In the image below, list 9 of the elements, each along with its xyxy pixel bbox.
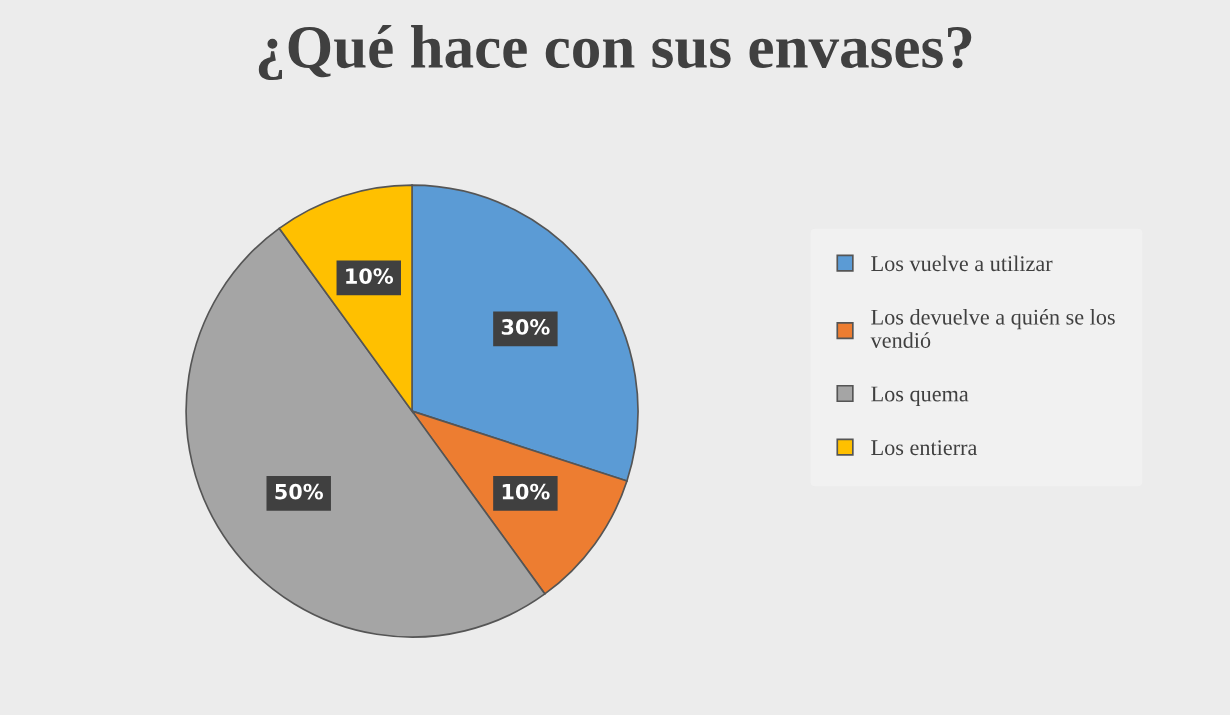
data-label: 10% bbox=[502, 483, 550, 500]
legend-label: Los quema bbox=[871, 386, 969, 407]
data-label: 10% bbox=[346, 268, 394, 284]
legend-label: Los entierra bbox=[871, 440, 978, 456]
legend-label: Los vuelve a utilizar bbox=[871, 255, 1053, 272]
legend-label: Los devuelve a quién se los vendió bbox=[870, 308, 1115, 348]
chart-title: ¿Qué hace con sus envases? bbox=[258, 24, 972, 81]
data-label: 50% bbox=[275, 483, 323, 500]
data-label: 30% bbox=[501, 319, 550, 335]
